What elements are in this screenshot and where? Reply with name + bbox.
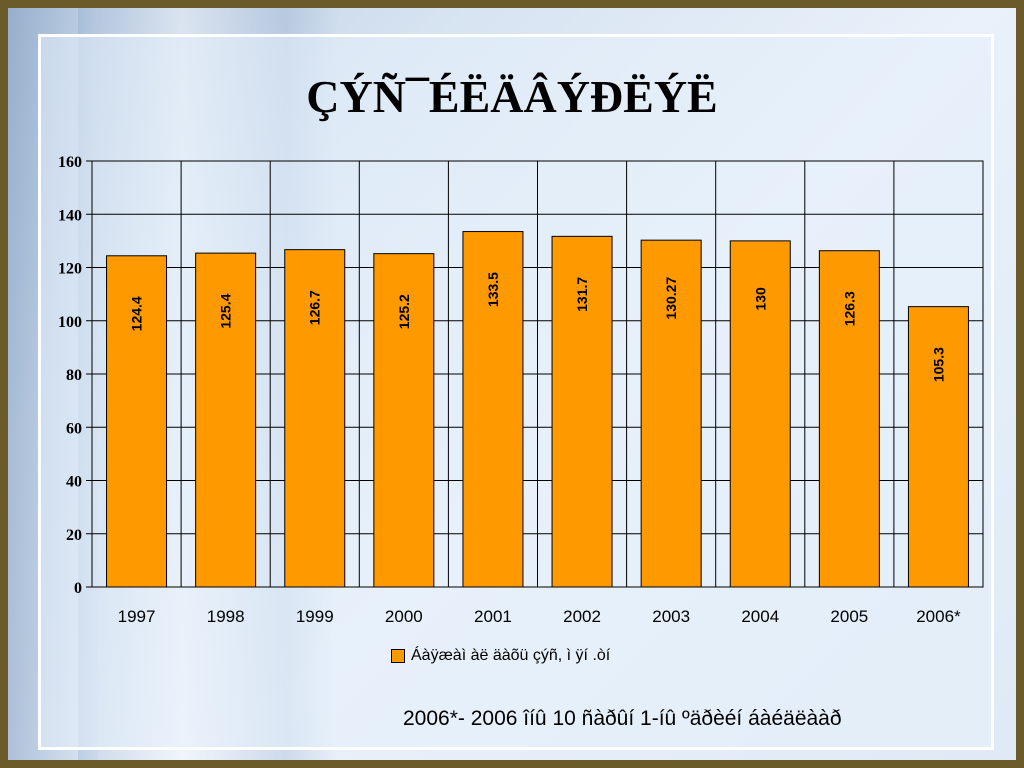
- x-tick-label-2006*: 2006*: [916, 607, 961, 626]
- x-tick-label-2001: 2001: [474, 607, 512, 626]
- data-label-2001: 133.5: [485, 272, 501, 307]
- bar-2000: [373, 253, 435, 588]
- bar-2005: [818, 250, 880, 588]
- y-tick-label: 100: [58, 314, 82, 331]
- chart-title: ÇÝÑ¯ÉËÄÂÝÐËÝË: [306, 71, 718, 122]
- y-tick-label: 160: [58, 154, 82, 171]
- bar-2006*: [907, 306, 969, 588]
- y-tick-label: 60: [66, 420, 82, 437]
- x-tick-label-2000: 2000: [385, 607, 423, 626]
- data-label-2002: 131.7: [574, 277, 590, 312]
- x-tick-label-1999: 1999: [296, 607, 334, 626]
- data-label-2000: 125.2: [396, 294, 412, 329]
- data-label-2006*: 105.3: [930, 347, 946, 382]
- data-label-1999: 126.7: [307, 290, 323, 325]
- x-tick-label-2005: 2005: [830, 607, 868, 626]
- data-label-1998: 125.4: [218, 293, 234, 328]
- bar-2001: [462, 231, 524, 588]
- y-tick-label: 0: [74, 580, 82, 597]
- data-label-2003: 130.27: [663, 277, 679, 320]
- bars-layer: [106, 231, 969, 588]
- y-tick-label: 120: [58, 261, 82, 278]
- y-tick-label: 140: [58, 207, 82, 224]
- x-tick-label-1997: 1997: [118, 607, 156, 626]
- footnote: 2006*- 2006 îíû 10 ñàðûí 1-íû ºäðèéí áàé…: [403, 707, 842, 730]
- legend: Áàÿæàì àë äàõü çýñ, ì ÿí .òí: [391, 645, 610, 667]
- data-label-2004: 130: [752, 287, 768, 311]
- y-tick-label: 20: [66, 527, 82, 544]
- x-tick-label-1998: 1998: [207, 607, 245, 626]
- y-tick-label: 80: [66, 367, 82, 384]
- bar-2004: [729, 240, 791, 588]
- bar-2003: [640, 239, 702, 588]
- axis-layer: 0 20 40 60 80 100 120 140 160 1997 1998 1999 2000 200…: [58, 154, 961, 626]
- legend-swatch: [391, 649, 405, 663]
- bar-1997: [106, 255, 168, 588]
- x-tick-label-2003: 2003: [652, 607, 690, 626]
- x-tick-label-2002: 2002: [563, 607, 601, 626]
- labels-layer: 124.4 125.4 126.7 125.2 133.5 131.7 130.27 130 1…: [129, 272, 947, 382]
- bar-1998: [195, 252, 257, 588]
- bar-1999: [284, 249, 346, 588]
- x-tick-label-2004: 2004: [741, 607, 779, 626]
- legend-label: Áàÿæàì àë äàõü çýñ, ì ÿí .òí: [411, 647, 611, 664]
- y-tick-label: 40: [66, 474, 82, 491]
- data-label-2005: 126.3: [841, 291, 857, 326]
- data-label-1997: 124.4: [129, 296, 145, 331]
- bar-2002: [551, 235, 613, 588]
